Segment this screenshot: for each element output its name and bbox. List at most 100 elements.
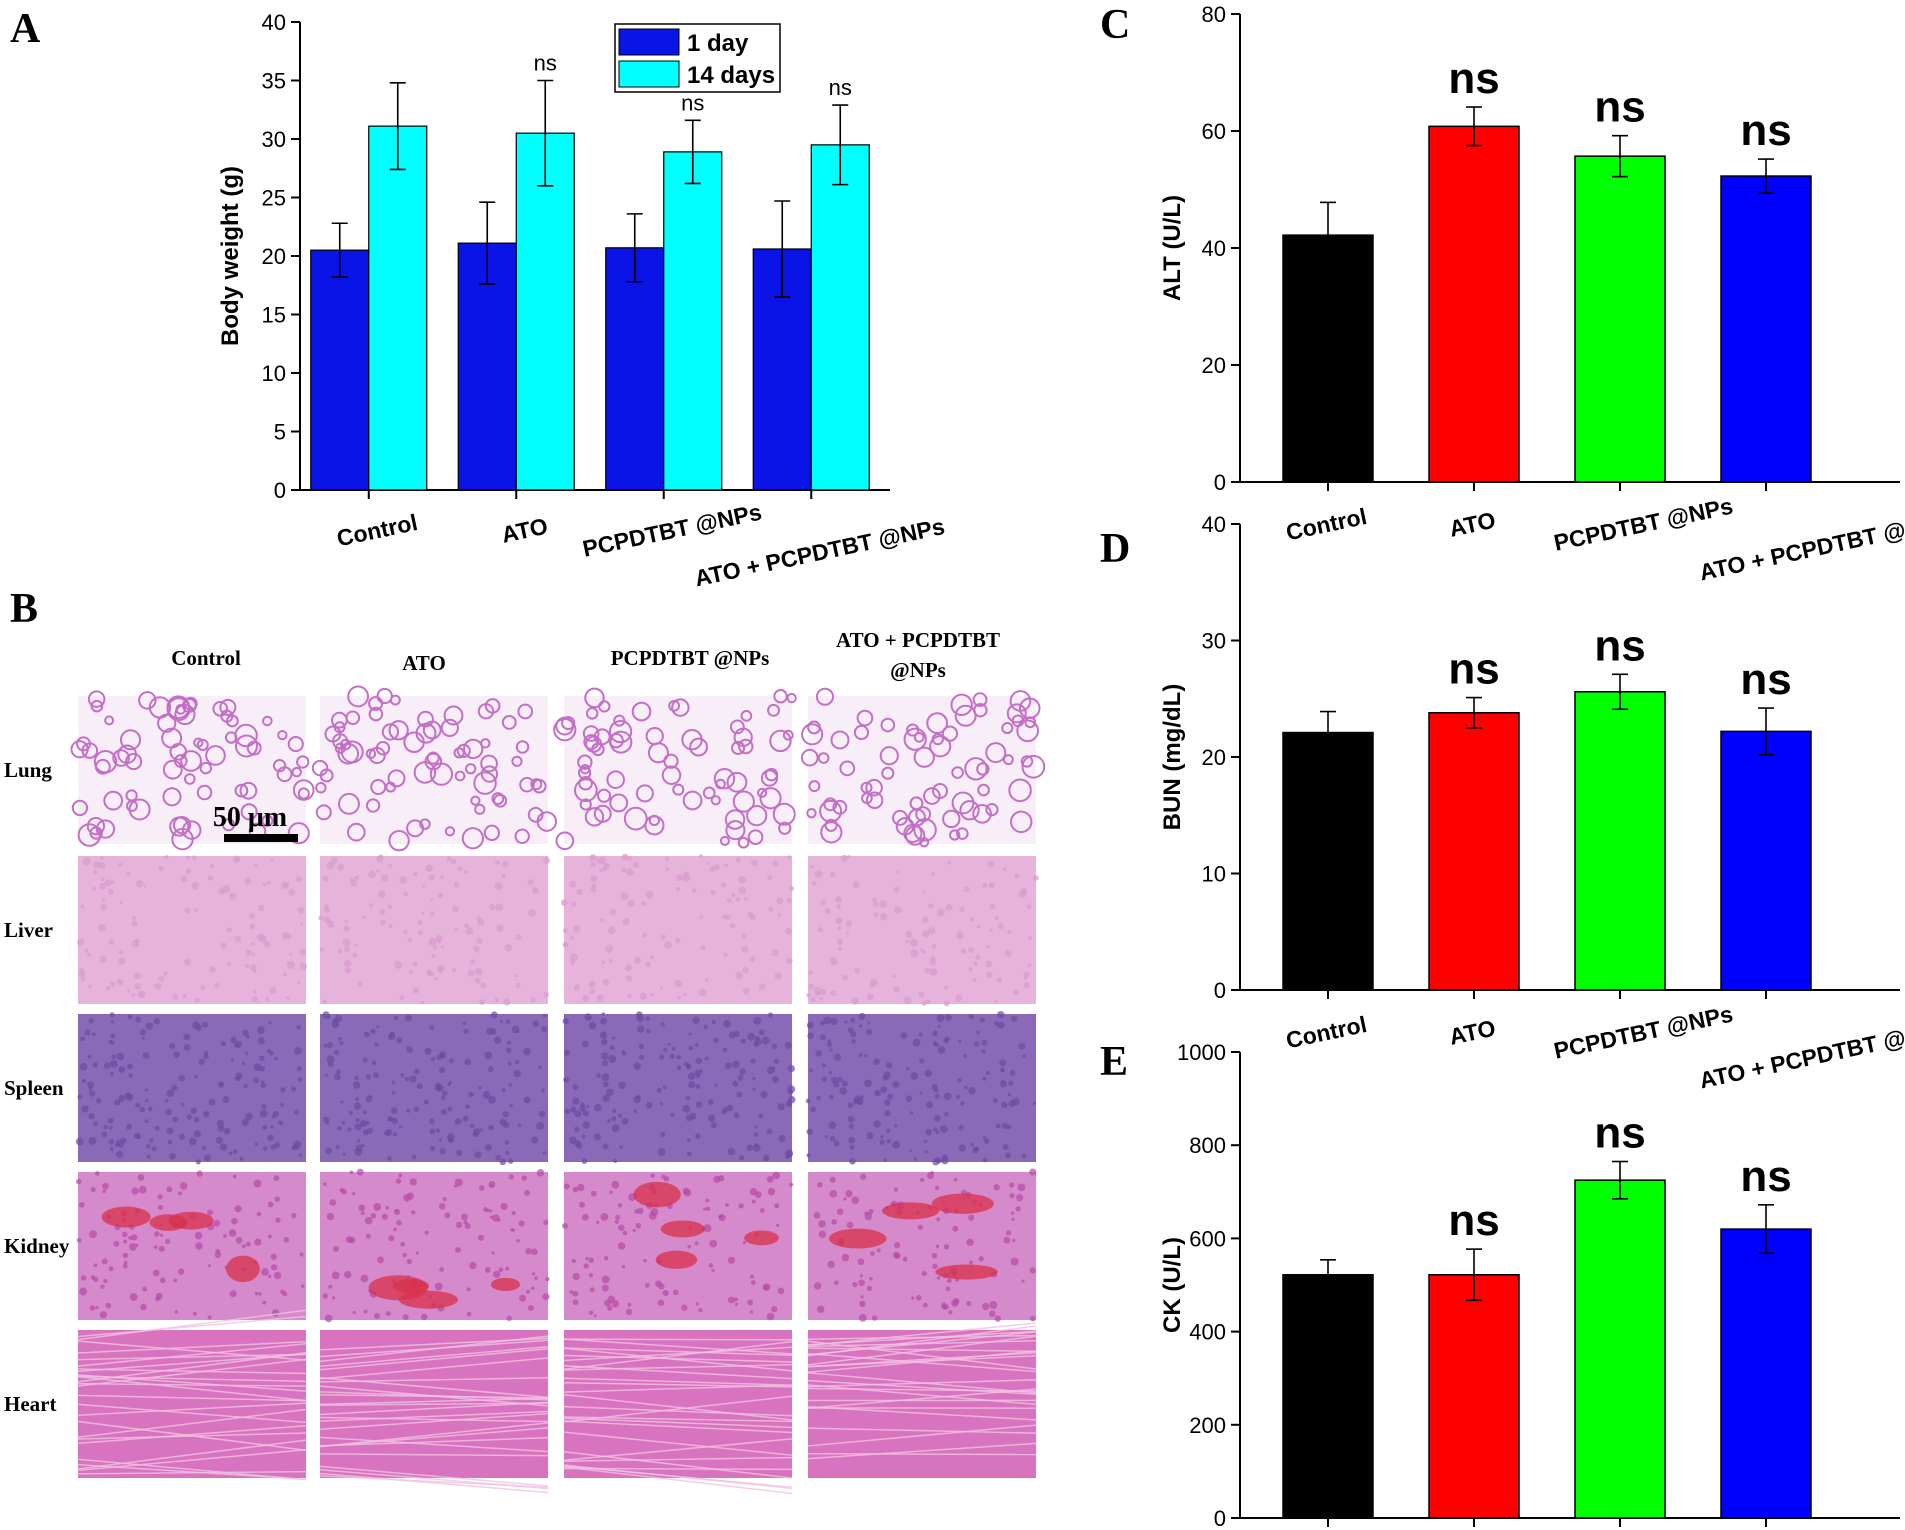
alveolus-shape: [608, 719, 633, 744]
cell-nucleus: [738, 876, 746, 884]
cell-nucleus: [873, 1058, 880, 1066]
cell-nucleus: [484, 1143, 493, 1152]
cell-nucleus: [89, 1230, 98, 1239]
cell-nucleus: [254, 1238, 262, 1246]
cell-nucleus: [572, 1299, 579, 1306]
cell-nucleus: [688, 1032, 692, 1036]
cell-nucleus: [596, 1220, 600, 1224]
cell-nucleus: [572, 1272, 580, 1281]
alveolus-shape: [277, 729, 288, 741]
cell-nucleus: [504, 944, 513, 952]
cell-nucleus: [564, 1108, 571, 1115]
fiber-line: [563, 1365, 793, 1380]
fiber-line: [77, 1375, 307, 1402]
cell-nucleus: [357, 982, 363, 988]
alveolus-shape: [128, 798, 151, 821]
alveolus-shape: [645, 726, 664, 746]
cell-nucleus: [81, 976, 86, 982]
cell-nucleus: [638, 1043, 644, 1050]
cell-nucleus: [846, 1221, 854, 1229]
cell-nucleus: [131, 993, 136, 998]
cell-nucleus: [229, 892, 237, 900]
blood-region: [744, 1230, 779, 1246]
a-legend-swatch: [618, 60, 680, 88]
cell-nucleus: [632, 1228, 636, 1233]
cell-nucleus: [288, 889, 295, 896]
cell-nucleus: [343, 925, 350, 932]
cell-nucleus: [588, 1273, 593, 1278]
cell-nucleus: [541, 1088, 545, 1093]
cell-nucleus: [368, 870, 376, 879]
cell-nucleus: [591, 883, 597, 889]
cell-nucleus: [818, 1220, 826, 1228]
cell-nucleus: [355, 1096, 360, 1102]
cell-nucleus: [105, 1302, 112, 1309]
cell-nucleus: [331, 1020, 340, 1029]
alveolus-shape: [493, 793, 508, 808]
d-x-tick-label: Control: [1284, 1011, 1369, 1053]
cell-nucleus: [81, 1078, 87, 1084]
a-y-tick-label: 35: [262, 69, 286, 94]
cell-nucleus: [300, 1284, 305, 1288]
a-ns-label: ns: [681, 90, 704, 115]
cell-nucleus: [735, 897, 741, 902]
cell-nucleus: [588, 1257, 595, 1263]
fiber-line: [77, 1315, 307, 1338]
cell-nucleus: [905, 940, 910, 944]
cell-nucleus: [118, 1066, 126, 1073]
cell-nucleus: [978, 1256, 984, 1262]
cell-nucleus: [453, 881, 460, 888]
cell-nucleus: [420, 1000, 425, 1005]
cell-nucleus: [937, 908, 945, 917]
cell-nucleus: [858, 1279, 865, 1287]
cell-nucleus: [688, 1081, 696, 1089]
cell-nucleus: [164, 855, 169, 860]
cell-nucleus: [78, 970, 86, 978]
cell-nucleus: [994, 1000, 998, 1004]
cell-nucleus: [478, 1185, 485, 1191]
alveolus-shape: [240, 803, 258, 821]
cell-nucleus: [527, 879, 534, 886]
cell-nucleus: [612, 1158, 618, 1164]
cell-nucleus: [496, 924, 504, 932]
cell-nucleus: [621, 1117, 629, 1125]
cell-nucleus: [90, 1186, 96, 1193]
cell-nucleus: [607, 926, 616, 935]
cell-nucleus: [413, 1068, 420, 1075]
cell-nucleus: [982, 1135, 987, 1140]
cell-nucleus: [811, 880, 817, 886]
cell-nucleus: [934, 1093, 940, 1099]
cell-nucleus: [388, 864, 392, 868]
cell-nucleus: [699, 1069, 703, 1073]
cell-nucleus: [228, 1151, 233, 1156]
cell-nucleus: [220, 942, 227, 949]
cell-nucleus: [430, 1056, 436, 1062]
cell-nucleus: [354, 875, 359, 881]
cell-nucleus: [405, 1108, 411, 1113]
cell-nucleus: [409, 1178, 417, 1186]
alveolus-shape: [668, 699, 680, 712]
fiber-line: [319, 1377, 549, 1383]
cell-nucleus: [642, 932, 647, 938]
cell-nucleus: [207, 1264, 212, 1268]
cell-nucleus: [936, 1276, 941, 1280]
cell-nucleus: [681, 1304, 688, 1311]
cell-nucleus: [622, 1051, 627, 1056]
cell-nucleus: [229, 1290, 237, 1298]
cell-nucleus: [80, 1275, 87, 1281]
cell-nucleus: [388, 923, 393, 928]
cell-nucleus: [946, 860, 952, 865]
cell-nucleus: [270, 1253, 277, 1260]
alveolus-shape: [87, 690, 106, 708]
cell-nucleus: [705, 861, 709, 865]
alveolus-shape: [1021, 754, 1046, 779]
fiber-line: [77, 1368, 307, 1375]
cell-nucleus: [429, 1145, 436, 1152]
cell-nucleus: [534, 1276, 538, 1281]
cell-nucleus: [805, 1098, 811, 1104]
cell-nucleus: [945, 903, 953, 911]
cell-nucleus: [893, 905, 902, 914]
cell-nucleus: [1021, 1279, 1025, 1283]
cell-nucleus: [355, 1144, 363, 1152]
cell-nucleus: [943, 1244, 950, 1250]
